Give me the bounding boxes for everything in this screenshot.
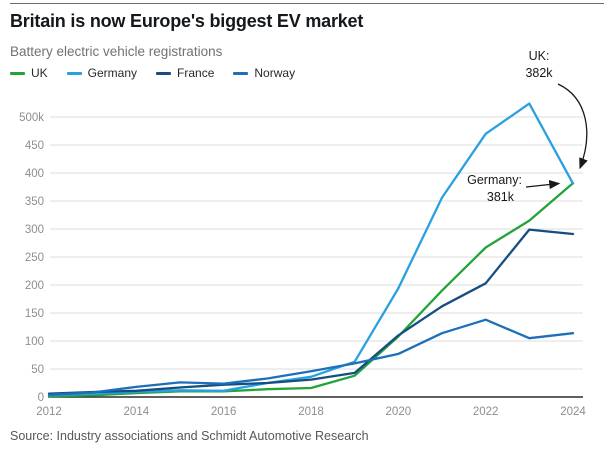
y-tick-label: 500k — [19, 112, 44, 124]
legend-item-france: France — [156, 66, 214, 80]
legend-item-label: Norway — [254, 66, 296, 80]
x-tick-label: 2016 — [211, 406, 237, 418]
legend-dash-icon — [233, 71, 249, 75]
legend-dash-icon — [66, 71, 82, 75]
legend-item-label: UK — [31, 66, 48, 80]
chart-subtitle: Battery electric vehicle registrations — [10, 44, 223, 59]
y-tick-label: 100 — [25, 336, 44, 348]
series-line-germany — [47, 102, 575, 397]
legend-item-uk: UK — [10, 66, 48, 80]
y-tick-label: 200 — [25, 280, 44, 292]
annotation-arrow-uk — [557, 83, 588, 170]
y-tick-label: 450 — [25, 140, 44, 152]
legend: UK Germany France Norway — [10, 66, 295, 80]
annotation-label-germany: Germany: — [467, 173, 522, 187]
y-tick-label: 150 — [25, 308, 44, 320]
source-note: Source: Industry associations and Schmid… — [10, 429, 369, 443]
legend-item-norway: Norway — [233, 66, 295, 80]
legend-dash-icon — [10, 71, 25, 75]
x-tick-label: 2020 — [386, 406, 412, 418]
annotation-label-germany: 381k — [487, 190, 515, 204]
y-tick-label: 350 — [25, 196, 44, 208]
annotation-label-uk: UK: — [529, 49, 550, 63]
x-tick-label: 2018 — [298, 406, 324, 418]
annotation-arrow-germany — [525, 180, 561, 190]
y-tick-label: 400 — [25, 168, 44, 180]
x-tick-label: 2024 — [560, 406, 586, 418]
chart-svg: 0 50 100 150 200 250 300 350 400 450 500k 2012 2014 2… — [19, 49, 588, 418]
x-tick-label: 2014 — [124, 406, 150, 418]
page-title: Britain is now Europe's biggest EV marke… — [10, 11, 364, 31]
series-line-uk — [47, 181, 575, 398]
y-tick-label: 250 — [25, 252, 44, 264]
top-rule — [10, 3, 604, 4]
legend-item-label: France — [177, 66, 215, 80]
legend-item-label: Germany — [87, 66, 138, 80]
y-tick-label: 50 — [31, 364, 44, 376]
series-line-norway — [47, 318, 575, 396]
y-tick-label: 0 — [38, 392, 44, 404]
x-tick-label: 2022 — [473, 406, 499, 418]
x-tick-label: 2012 — [36, 406, 62, 418]
legend-dash-icon — [156, 71, 172, 75]
series-line-france — [47, 228, 575, 395]
annotation-label-uk: 382k — [525, 66, 553, 80]
legend-item-germany: Germany — [66, 66, 138, 80]
y-tick-label: 300 — [25, 224, 44, 236]
